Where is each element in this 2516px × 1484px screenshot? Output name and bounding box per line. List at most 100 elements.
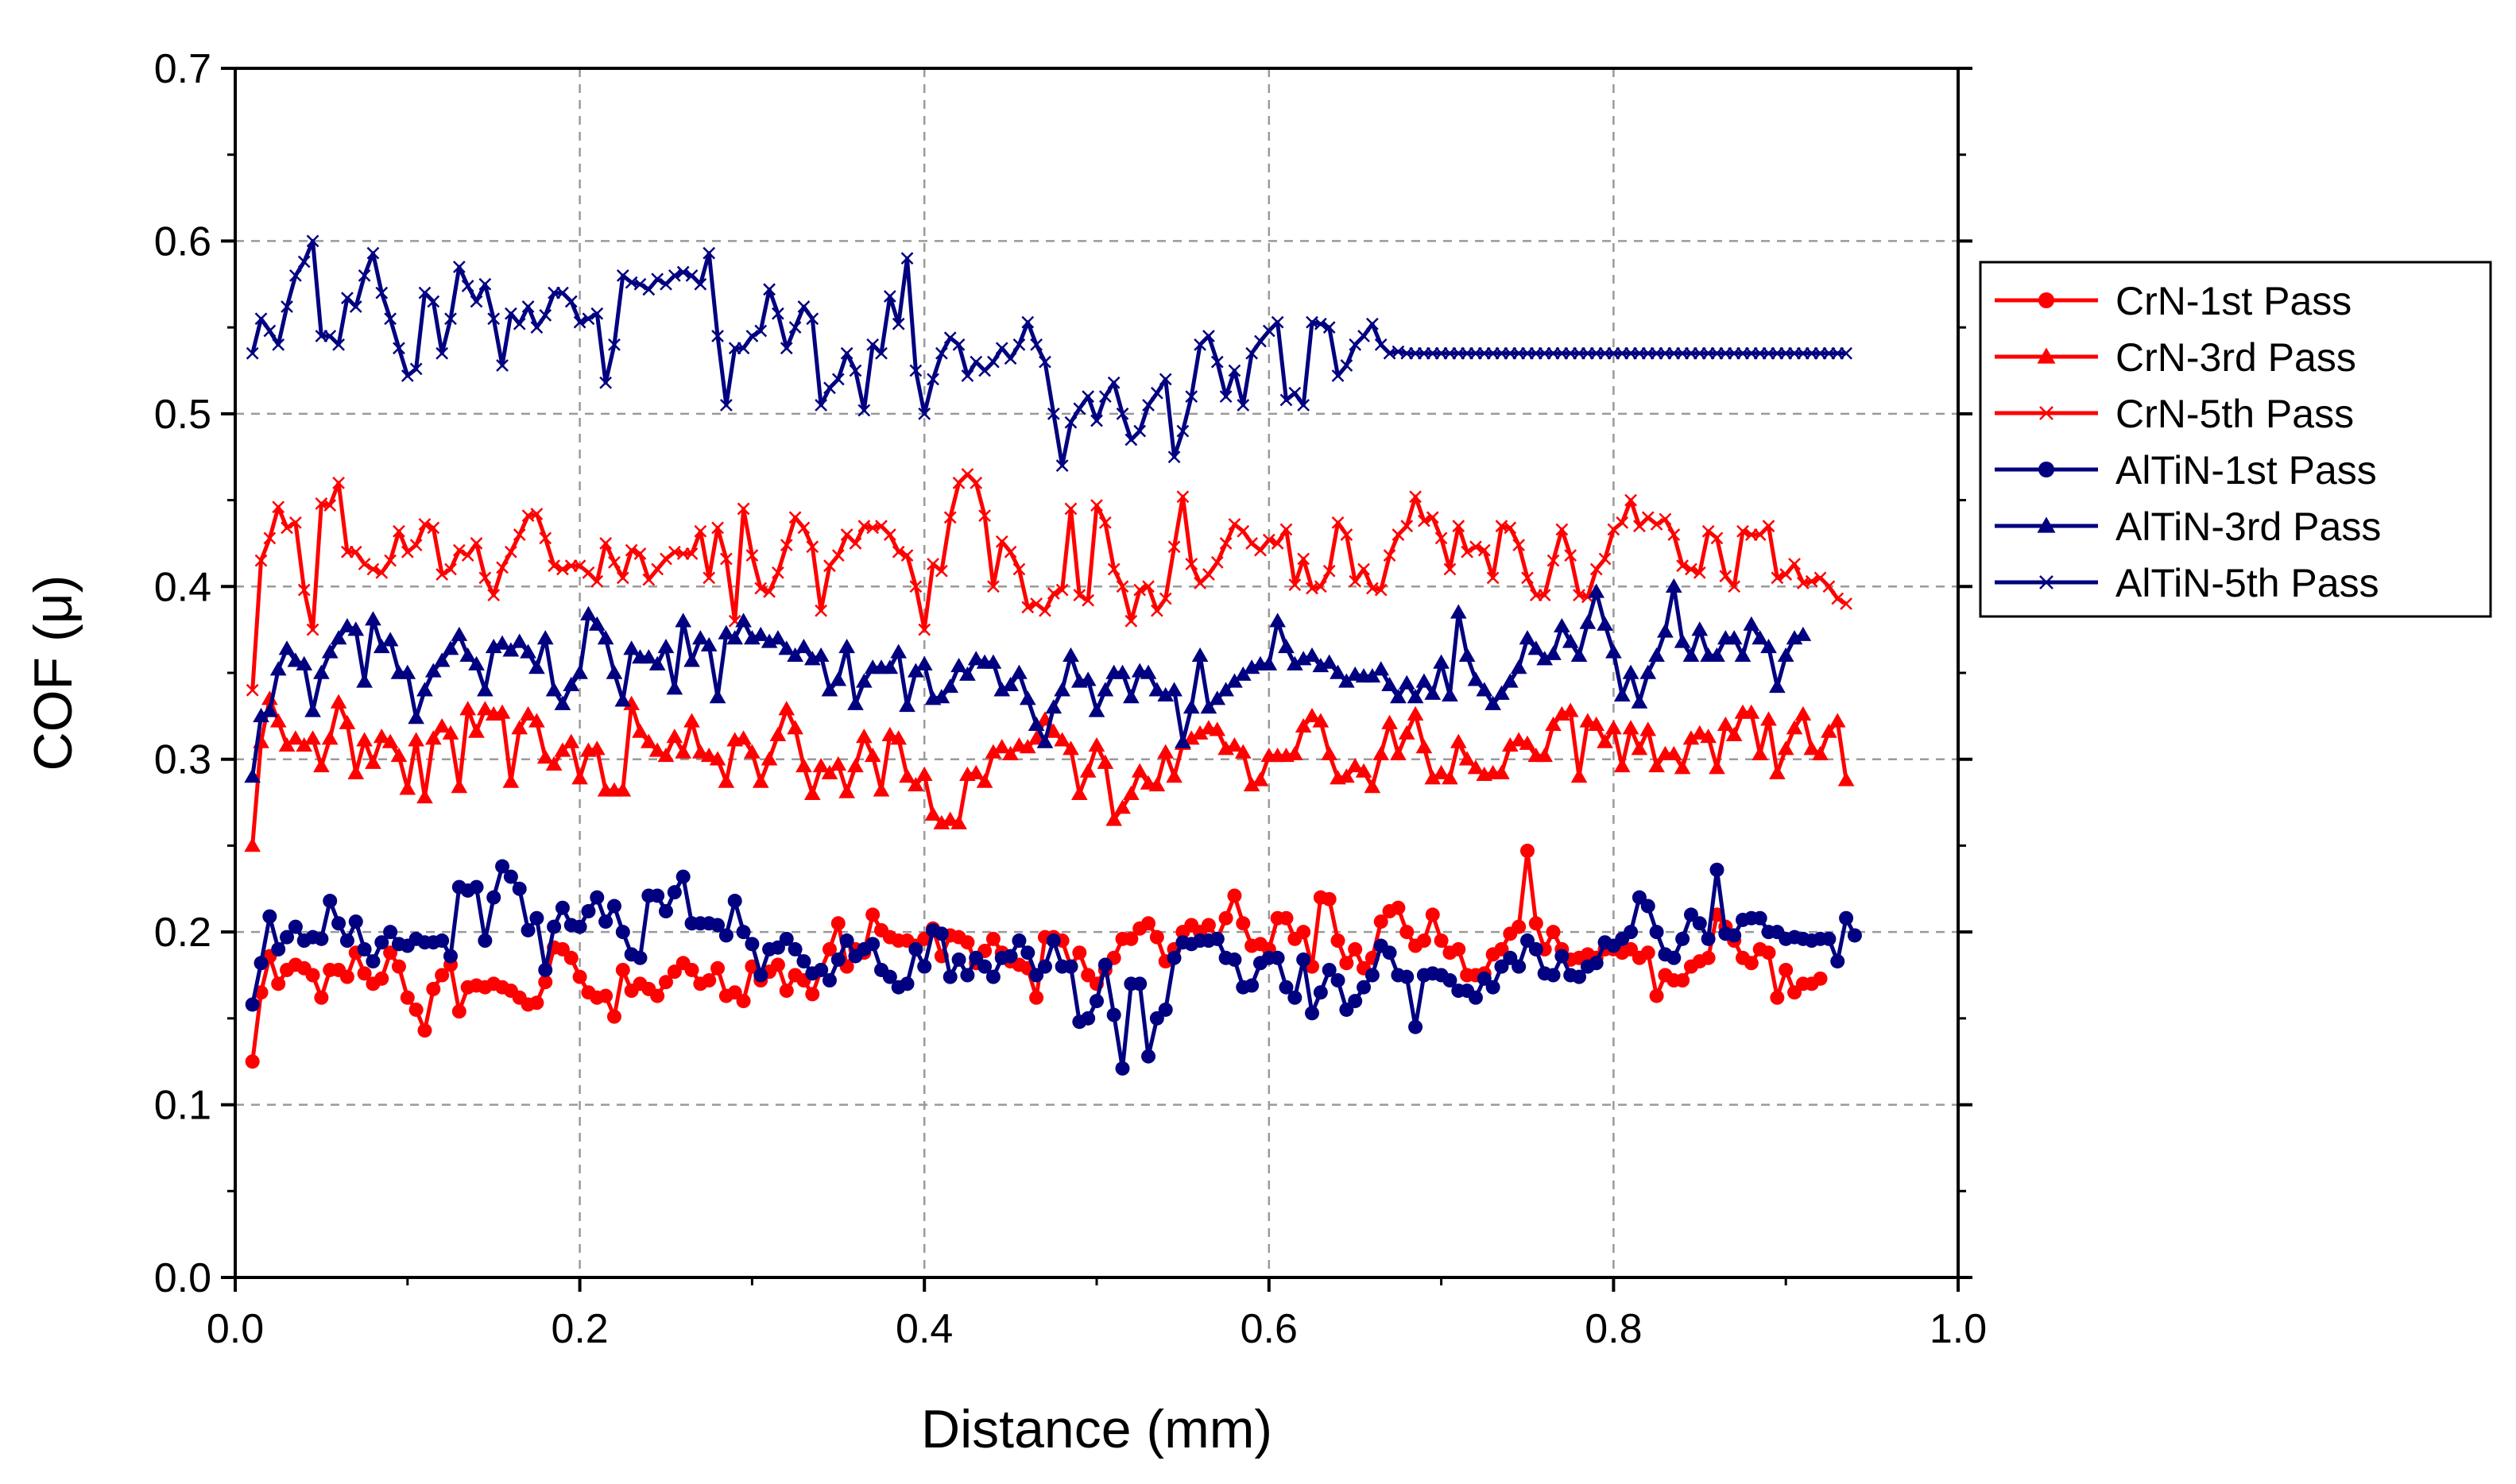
data-point xyxy=(812,758,830,773)
x-marker-stroke xyxy=(548,559,560,573)
y-tick-label: 0.6 xyxy=(154,218,211,265)
data-point xyxy=(538,962,553,977)
data-point xyxy=(1046,933,1061,949)
x-marker-stroke xyxy=(1771,571,1784,585)
data-point xyxy=(1458,751,1476,766)
x-marker-stroke xyxy=(1167,450,1181,464)
data-point xyxy=(1090,994,1104,1009)
data-point xyxy=(847,758,864,773)
legend-item: AlTiN-5th Pass xyxy=(1995,561,2379,605)
x-marker-stroke xyxy=(1219,537,1233,550)
data-point xyxy=(383,925,398,940)
data-point xyxy=(1701,524,1715,538)
x-marker-stroke xyxy=(694,277,707,291)
x-marker-stroke xyxy=(521,300,535,313)
x-marker-stroke xyxy=(1185,390,1198,403)
x-marker-stroke xyxy=(1090,499,1103,512)
data-point xyxy=(1064,502,1078,516)
data-point xyxy=(1339,956,1354,971)
data-point xyxy=(745,330,759,342)
data-point xyxy=(1303,708,1321,723)
data-point xyxy=(1450,733,1467,748)
data-point xyxy=(1777,647,1794,663)
data-point xyxy=(381,733,399,748)
data-point xyxy=(271,941,286,956)
data-point xyxy=(1021,601,1035,614)
series-crn-5th-pass xyxy=(246,468,1852,697)
data-point xyxy=(1218,910,1233,926)
x-marker-stroke xyxy=(401,545,414,558)
data-point xyxy=(797,521,811,535)
legend-label: AlTiN-5th Pass xyxy=(2115,561,2379,605)
x-marker-stroke xyxy=(737,502,750,516)
x-marker-stroke xyxy=(935,346,948,360)
x-marker-stroke xyxy=(831,373,845,386)
x-marker-stroke xyxy=(1383,549,1396,562)
data-point xyxy=(727,894,742,909)
data-point xyxy=(1486,571,1500,585)
data-point xyxy=(1133,424,1147,438)
data-point xyxy=(1271,315,1284,329)
data-point xyxy=(1210,355,1224,369)
data-point xyxy=(262,909,277,924)
data-point xyxy=(1536,748,1554,763)
data-point xyxy=(1148,682,1166,697)
data-point xyxy=(709,751,726,766)
x-marker-stroke xyxy=(987,355,1000,369)
data-point xyxy=(1237,524,1250,538)
x-marker-stroke xyxy=(737,342,750,355)
data-point xyxy=(950,814,967,829)
data-point xyxy=(1260,655,1278,671)
x-marker-stroke xyxy=(409,539,423,551)
data-point xyxy=(719,552,733,566)
data-point xyxy=(737,342,750,355)
x-marker-stroke xyxy=(1055,459,1069,472)
data-point xyxy=(606,1009,621,1024)
x-marker-stroke xyxy=(1710,531,1724,545)
data-point xyxy=(287,730,304,745)
y-tick-label: 0.2 xyxy=(154,910,211,956)
data-point xyxy=(347,764,365,779)
data-point xyxy=(331,916,346,931)
data-point xyxy=(581,904,596,919)
data-point xyxy=(769,726,787,742)
data-point xyxy=(1640,945,1655,960)
data-point xyxy=(281,300,293,313)
data-point xyxy=(1512,919,1527,934)
data-point xyxy=(1176,490,1190,504)
data-point xyxy=(1391,900,1406,915)
data-point xyxy=(935,564,948,578)
x-marker-stroke xyxy=(1012,562,1026,576)
data-point xyxy=(881,726,899,742)
data-point xyxy=(287,652,304,667)
data-point xyxy=(1200,699,1217,714)
data-point xyxy=(373,728,390,744)
data-point xyxy=(401,369,414,382)
data-point xyxy=(657,639,675,654)
x-marker-stroke xyxy=(703,246,716,260)
data-point xyxy=(909,364,923,377)
data-point xyxy=(1659,512,1672,526)
x-marker-stroke xyxy=(1831,592,1844,605)
data-point xyxy=(470,295,483,308)
data-point xyxy=(442,640,459,655)
x-marker-stroke xyxy=(1685,562,1697,576)
x-marker-stroke xyxy=(1271,315,1284,329)
data-point xyxy=(752,773,769,788)
data-point xyxy=(1142,399,1155,412)
data-point xyxy=(1493,764,1510,779)
x-marker-stroke xyxy=(349,300,362,313)
data-point xyxy=(478,277,492,291)
data-point xyxy=(1123,689,1140,704)
x-marker-stroke xyxy=(625,543,638,557)
data-point xyxy=(943,969,958,984)
x-marker-stroke xyxy=(875,520,888,533)
data-point xyxy=(1398,674,1415,690)
legend-marker xyxy=(2039,575,2053,589)
data-point xyxy=(451,626,468,641)
data-point xyxy=(530,321,544,334)
series-altin-1st-pass xyxy=(245,859,1862,1076)
x-marker-stroke xyxy=(1822,580,1836,593)
data-point xyxy=(1589,956,1604,971)
data-point xyxy=(1166,768,1183,783)
